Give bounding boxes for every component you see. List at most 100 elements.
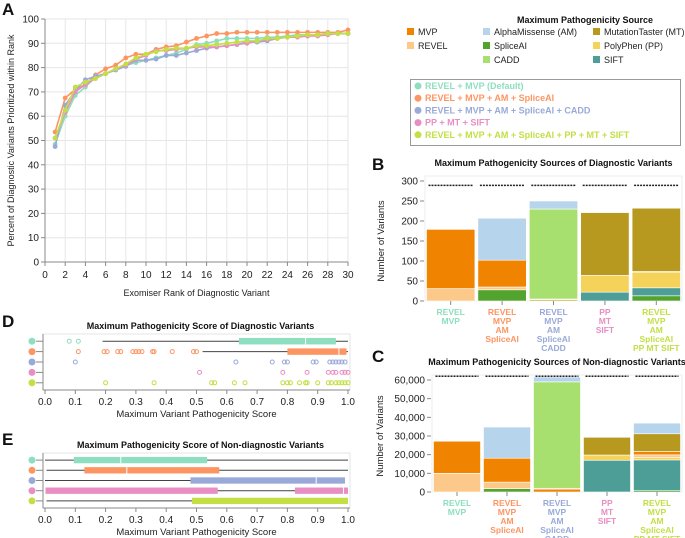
outlier-point bbox=[297, 380, 303, 386]
bar-segment bbox=[633, 454, 681, 458]
outlier-point bbox=[342, 359, 348, 365]
box bbox=[190, 477, 345, 484]
x-axis-title: Maximum Variant Pathogenicity Score bbox=[116, 409, 276, 420]
panel-label-a: A bbox=[2, 0, 14, 19]
outlier-point bbox=[325, 380, 331, 386]
bar-segment bbox=[580, 291, 630, 302]
x-tick-label: PP bbox=[599, 307, 611, 317]
data-point bbox=[153, 56, 159, 62]
row-marker bbox=[28, 337, 36, 345]
outlier-point bbox=[197, 369, 203, 375]
x-tick-label: MVP bbox=[648, 507, 667, 517]
y-tick-label: 150 bbox=[401, 237, 418, 248]
x-tick-label: REVEL bbox=[539, 307, 567, 317]
bar-segment bbox=[533, 381, 581, 489]
data-point bbox=[194, 43, 199, 49]
outlier-point bbox=[315, 380, 321, 386]
x-tick-label: AM bbox=[650, 325, 663, 335]
outlier-point bbox=[333, 359, 339, 365]
x-tick-label: MVP bbox=[544, 316, 563, 326]
box bbox=[294, 487, 348, 494]
x-tick-label: 0.8 bbox=[280, 515, 294, 526]
data-point bbox=[143, 57, 149, 63]
x-tick-label: 0.3 bbox=[129, 397, 143, 408]
data-point bbox=[163, 53, 169, 58]
x-tick-label: MVP bbox=[448, 507, 467, 517]
outlier-point bbox=[330, 359, 336, 365]
x-tick-label: 20 bbox=[241, 270, 253, 281]
bar-segment bbox=[483, 426, 531, 459]
bar-segment bbox=[477, 289, 527, 302]
data-point bbox=[143, 51, 149, 57]
outlier-point bbox=[304, 380, 310, 386]
x-tick-label: 0.6 bbox=[220, 515, 234, 526]
x-tick-label: AM bbox=[550, 516, 563, 526]
data-point bbox=[234, 29, 240, 35]
data-point bbox=[184, 45, 189, 51]
x-tick-label: MVP bbox=[647, 316, 666, 326]
row-marker bbox=[28, 358, 36, 366]
data-point bbox=[204, 33, 210, 39]
chart-d: Maximum Pathogenicity Score of Diagnosti… bbox=[28, 321, 355, 420]
data-point bbox=[163, 46, 169, 52]
data-point bbox=[295, 33, 300, 39]
bar-segment bbox=[583, 454, 631, 461]
x-tick-label: 0.5 bbox=[190, 397, 204, 408]
outlier-point bbox=[212, 380, 218, 386]
y-tick-label: 100 bbox=[22, 15, 39, 26]
x-tick-label: REVEL bbox=[488, 307, 516, 317]
data-point bbox=[234, 39, 240, 45]
data-point bbox=[52, 144, 58, 149]
y-tick-label: 60,000 bbox=[394, 376, 425, 387]
legend-dot bbox=[414, 106, 422, 114]
outlier-point bbox=[194, 349, 199, 355]
outlier-point bbox=[118, 349, 124, 355]
x-tick-label: 0.2 bbox=[99, 515, 113, 526]
outlier-point bbox=[313, 359, 319, 365]
x-tick-label: MVP bbox=[498, 507, 517, 517]
chart-c: Maximum Pathogenicity Sources of Non-dia… bbox=[375, 357, 685, 538]
data-point bbox=[315, 32, 321, 38]
outlier-point bbox=[151, 380, 157, 386]
data-point bbox=[244, 29, 250, 35]
outlier-point bbox=[345, 380, 351, 386]
y-tick-label: 0 bbox=[412, 297, 418, 308]
x-tick-label: CADD bbox=[541, 343, 566, 353]
y-tick-label: 90 bbox=[28, 39, 40, 50]
data-point bbox=[184, 50, 189, 56]
legend-swatch bbox=[593, 56, 600, 63]
bar-segment bbox=[433, 440, 481, 474]
row-marker bbox=[28, 487, 36, 495]
x-tick-label: REVEL bbox=[643, 498, 671, 508]
y-tick-label: 30,000 bbox=[394, 432, 425, 443]
combo-legend: REVEL + MVP (Default) REVEL + MVP + AM + … bbox=[410, 79, 681, 146]
data-point bbox=[244, 38, 250, 44]
outlier-point bbox=[281, 359, 287, 365]
outlier-point bbox=[310, 359, 316, 365]
x-tick-label: SpliceAI bbox=[640, 334, 674, 344]
bar-segment bbox=[583, 459, 631, 493]
legend-title: Maximum Pathogenicity Source bbox=[517, 15, 653, 25]
legend-label: MutationTaster (MT) bbox=[604, 27, 685, 37]
outlier-point bbox=[342, 380, 348, 386]
bar-segment bbox=[533, 376, 581, 383]
outlier-point bbox=[333, 369, 339, 375]
x-tick-label: PP MT SIFT bbox=[633, 343, 680, 353]
chart-title: Maximum Pathogenicity Score of Diagnosti… bbox=[87, 321, 315, 331]
row-marker bbox=[28, 348, 36, 356]
data-point bbox=[103, 71, 108, 77]
outlier-point bbox=[136, 349, 142, 355]
x-tick-label: 24 bbox=[282, 270, 294, 281]
x-tick-label: SIFT bbox=[596, 325, 615, 335]
data-point bbox=[204, 43, 210, 49]
y-tick-label: 40,000 bbox=[394, 413, 425, 424]
legend-swatch bbox=[483, 28, 490, 35]
outlier-point bbox=[133, 349, 139, 355]
outlier-point bbox=[330, 369, 336, 375]
outlier-point bbox=[287, 380, 293, 386]
x-tick-label: 4 bbox=[83, 270, 89, 281]
x-tick-label: PP bbox=[601, 498, 613, 508]
data-point bbox=[113, 66, 119, 72]
data-point bbox=[285, 34, 290, 40]
